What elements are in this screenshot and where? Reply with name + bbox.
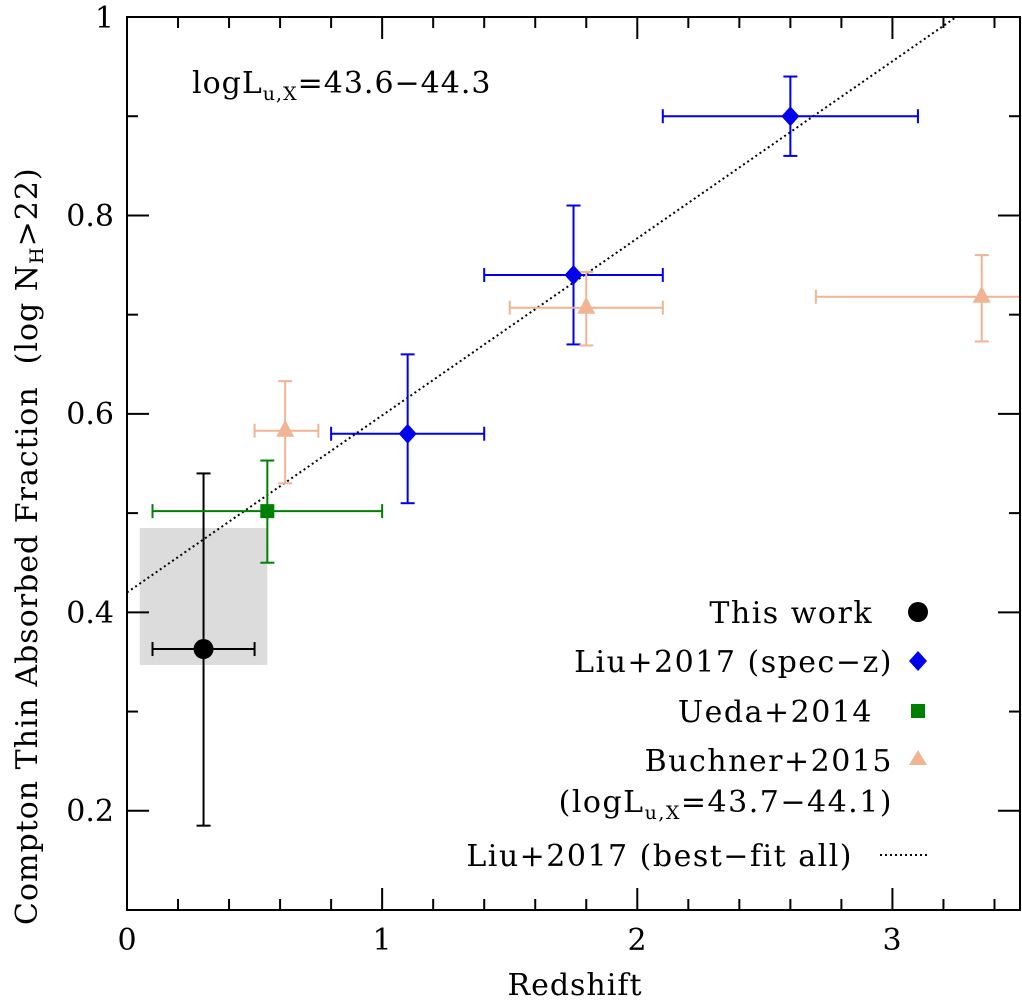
liu2017-point-2-marker [781,106,800,127]
this-work-point-0-marker [193,639,214,660]
legend-marker-ueda2014 [911,704,925,718]
y-axis-title: Compton Thin Absorbed Fraction(log NH>22… [10,167,48,925]
buchner2015-point-1-marker [577,296,596,314]
best-fit-line [126,16,957,594]
y-tick-label-0.2: 0.2 [66,794,114,829]
markers-layer [193,106,991,660]
x-tick-label-2: 2 [627,923,646,958]
legend: This work Liu+2017 (spec−z) Ueda+2014 Bu… [466,596,930,874]
legend-label-buchner2015-range: (logLu,X=43.7−44.1) [559,785,893,824]
buchner2015-point-0-marker [276,419,295,437]
luminosity-range-annotation: logLu,X=43.6−44.3 [192,66,491,105]
plot-frame [126,16,1021,911]
legend-label-this-work: This work [709,596,873,631]
ueda2014-point-0-marker [260,504,275,519]
liu2017-point-1-marker [564,264,583,285]
buchner2015-point-2-marker [972,285,991,303]
x-tick-label-3: 3 [882,923,901,958]
y-tick-label-0.4: 0.4 [66,596,114,631]
axis-ticks [126,16,1020,911]
y-tick-label-1: 1 [95,1,114,36]
best-fit-layer [126,16,957,594]
liu2017-point-0-marker [398,423,417,444]
legend-marker-buchner2015 [909,750,927,765]
legend-marker-liu2017 [909,651,927,671]
legend-label-ueda2014: Ueda+2014 [678,695,873,730]
x-tick-label-0: 0 [117,923,136,958]
legend-label-best-fit: Liu+2017 (best−fit all) [466,839,853,874]
x-tick-label-1: 1 [372,923,391,958]
x-axis-title: Redshift [507,968,642,1000]
error-bars-layer [151,75,1021,827]
legend-label-buchner2015: Buchner+2015 [645,744,893,779]
legend-label-liu2017: Liu+2017 (spec−z) [574,645,893,680]
legend-marker-this-work [908,602,928,622]
y-tick-label-0.6: 0.6 [66,397,114,432]
y-tick-label-0.8: 0.8 [66,199,114,234]
